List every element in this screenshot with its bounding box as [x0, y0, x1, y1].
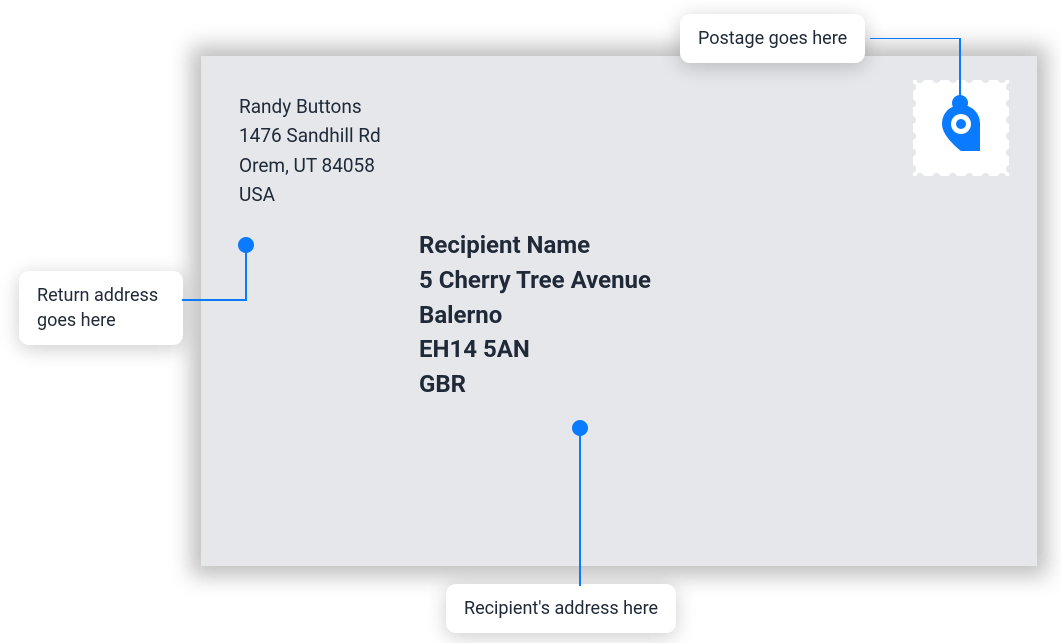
recipient-postal: EH14 5AN	[419, 332, 651, 367]
return-street: 1476 Sandhill Rd	[239, 121, 381, 150]
connector-dot-recipient	[572, 420, 588, 436]
recipient-city: Balerno	[419, 298, 651, 333]
callout-return-text: Return address goes here	[37, 285, 158, 331]
callout-recipient-text: Recipient's address here	[464, 598, 658, 619]
return-city-state-zip: Orem, UT 84058	[239, 151, 381, 180]
connector-dot-return	[238, 237, 254, 253]
recipient-street: 5 Cherry Tree Avenue	[419, 263, 651, 298]
return-name: Randy Buttons	[239, 92, 381, 121]
return-address-block: Randy Buttons 1476 Sandhill Rd Orem, UT …	[239, 92, 381, 210]
callout-recipient: Recipient's address here	[446, 584, 676, 633]
connector-line-recipient	[578, 434, 582, 586]
envelope: Randy Buttons 1476 Sandhill Rd Orem, UT …	[201, 56, 1037, 566]
callout-return: Return address goes here	[19, 271, 183, 345]
recipient-address-block: Recipient Name 5 Cherry Tree Avenue Bale…	[419, 228, 651, 402]
connector-line-return	[182, 245, 252, 305]
recipient-name: Recipient Name	[419, 228, 651, 263]
return-country: USA	[239, 180, 381, 209]
recipient-country: GBR	[419, 367, 651, 402]
callout-postage: Postage goes here	[680, 14, 865, 63]
connector-dot-postage	[952, 95, 968, 111]
callout-postage-text: Postage goes here	[698, 28, 847, 49]
